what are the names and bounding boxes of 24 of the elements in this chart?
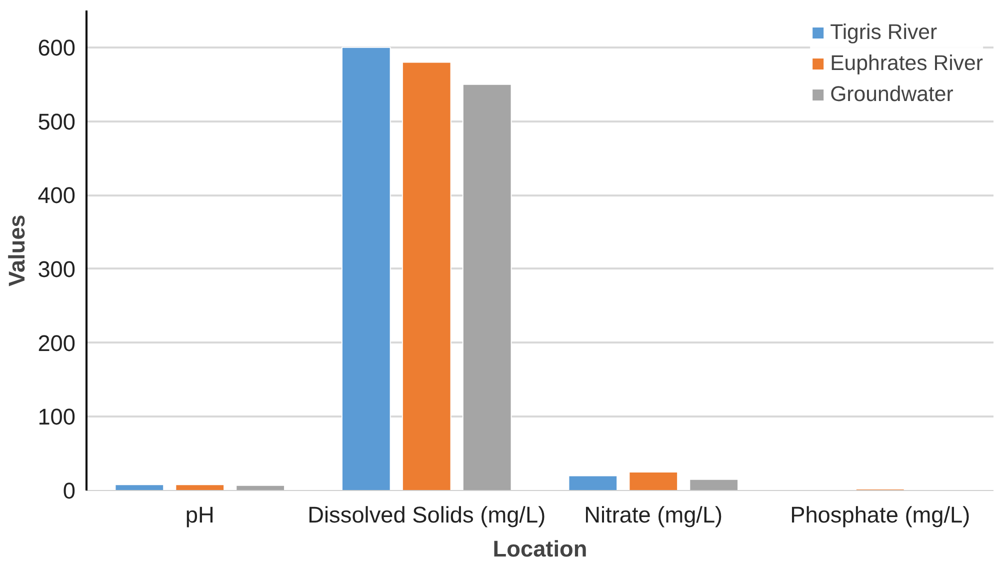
- bar: [341, 46, 391, 490]
- legend-label: Euphrates River: [830, 51, 983, 76]
- y-axis-title: Values: [4, 214, 30, 286]
- bar: [175, 484, 225, 490]
- y-tick-label: 200: [38, 330, 76, 356]
- y-tick-label: 300: [38, 256, 76, 282]
- bar: [114, 484, 164, 490]
- bar: [462, 84, 512, 490]
- bar: [402, 62, 452, 490]
- bar: [628, 472, 678, 490]
- x-axis-title: Location: [492, 536, 588, 562]
- legend-label: Tigris River: [830, 20, 938, 45]
- y-tick-label: 600: [38, 34, 76, 60]
- y-tick-label: 0: [62, 478, 76, 504]
- y-tick-label: 100: [38, 404, 76, 430]
- x-tick-label: Nitrate (mg/L): [584, 502, 723, 528]
- bar: [689, 478, 739, 490]
- legend-label: Groundwater: [830, 82, 954, 107]
- x-tick-label: Phosphate (mg/L): [790, 502, 970, 528]
- x-tick-label: Dissolved Solids (mg/L): [308, 502, 546, 528]
- x-tick-label: pH: [185, 502, 214, 528]
- bar: [568, 475, 618, 490]
- y-tick-label: 500: [38, 108, 76, 134]
- y-tick-label: 400: [38, 182, 76, 208]
